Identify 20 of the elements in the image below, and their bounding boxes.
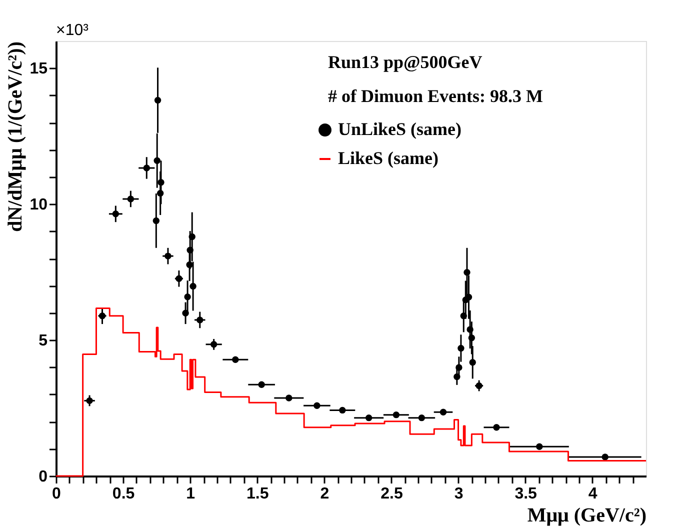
y-tick-label: 15 [30,60,48,78]
x-tick-label: 3 [454,486,464,502]
x-tick-label: 0.5 [112,486,135,502]
y-tick-label: 10 [30,196,48,214]
x-tick-label: 1 [186,486,196,502]
x-axis-title: Mμμ (GeV/c²) [527,504,646,526]
x-tick-label: 3.5 [514,486,538,502]
y-axis-title: dN/dMμμ (1/(GeV/c²)) [4,42,27,232]
text: ×10³ [56,22,90,39]
y-tick-label: 5 [38,332,48,350]
legend-label: UnLikeS (same) [338,119,462,139]
x-tick-label: 0 [52,486,62,502]
legend-label: LikeS (same) [338,148,438,168]
annotation: Run13 pp@500GeV [328,52,482,72]
x-tick-label: 2.5 [380,486,403,502]
y-tick-label: 0 [38,468,48,486]
x-tick-label: 1.5 [246,486,269,502]
annotation: # of Dimuon Events: 98.3 M [328,86,544,106]
x-tick-label: 4 [588,486,598,502]
x-tick-label: 2 [320,486,330,502]
